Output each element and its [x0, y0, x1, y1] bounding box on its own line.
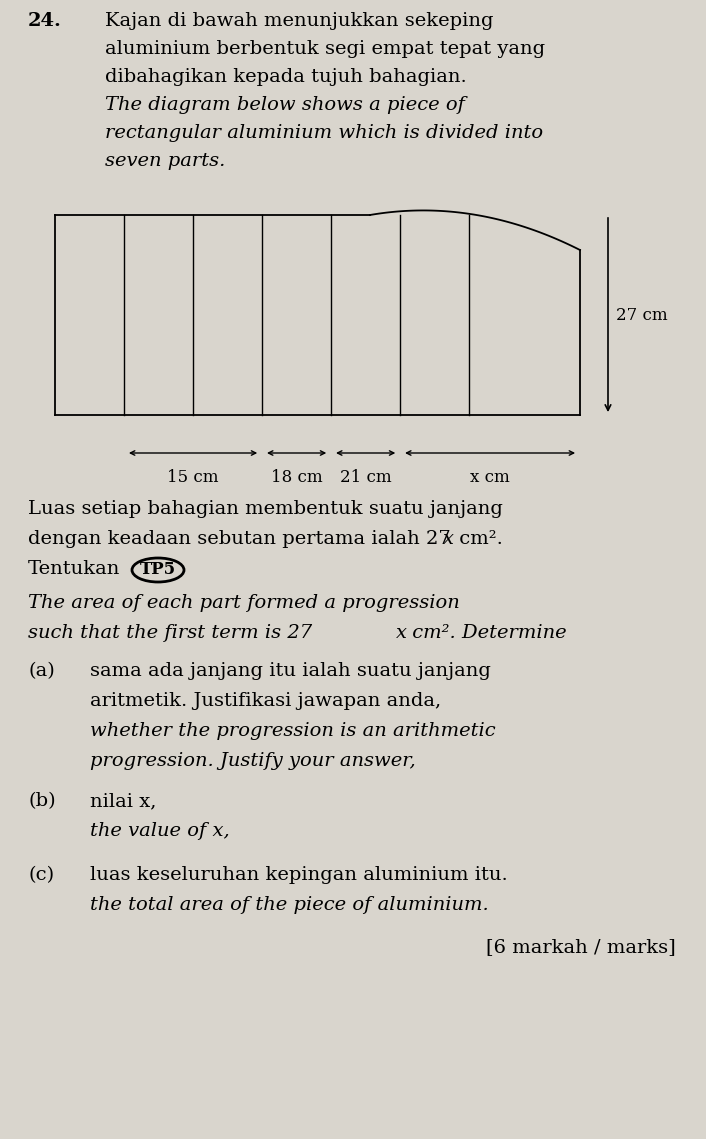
Text: whether the progression is an arithmetic: whether the progression is an arithmetic	[90, 722, 496, 740]
Text: aritmetik. Justifikasi jawapan anda,: aritmetik. Justifikasi jawapan anda,	[90, 693, 441, 710]
Text: Luas setiap bahagian membentuk suatu janjang: Luas setiap bahagian membentuk suatu jan…	[28, 500, 503, 518]
Text: aluminium berbentuk segi empat tepat yang: aluminium berbentuk segi empat tepat yan…	[105, 40, 545, 58]
Text: seven parts.: seven parts.	[105, 151, 225, 170]
Text: (b): (b)	[28, 792, 56, 810]
Text: 15 cm: 15 cm	[167, 469, 219, 486]
Text: 21 cm: 21 cm	[340, 469, 392, 486]
Text: 24.: 24.	[28, 13, 62, 30]
Text: sama ada janjang itu ialah suatu janjang: sama ada janjang itu ialah suatu janjang	[90, 662, 491, 680]
Text: 27 cm: 27 cm	[616, 306, 668, 323]
Text: Tentukan: Tentukan	[28, 560, 121, 577]
Text: the value of x,: the value of x,	[90, 822, 229, 839]
Text: [6 markah / marks]: [6 markah / marks]	[486, 939, 676, 956]
Text: (a): (a)	[28, 662, 55, 680]
Text: x: x	[396, 624, 407, 642]
Text: x: x	[443, 530, 454, 548]
Text: progression. Justify your answer,: progression. Justify your answer,	[90, 752, 416, 770]
Text: dengan keadaan sebutan pertama ialah 27: dengan keadaan sebutan pertama ialah 27	[28, 530, 450, 548]
Text: 18 cm: 18 cm	[271, 469, 323, 486]
Text: cm².: cm².	[453, 530, 503, 548]
Text: such that the first term is 27: such that the first term is 27	[28, 624, 312, 642]
Text: dibahagikan kepada tujuh bahagian.: dibahagikan kepada tujuh bahagian.	[105, 68, 467, 87]
Text: luas keseluruhan kepingan aluminium itu.: luas keseluruhan kepingan aluminium itu.	[90, 866, 508, 884]
Text: Kajan di bawah menunjukkan sekeping: Kajan di bawah menunjukkan sekeping	[105, 13, 493, 30]
Text: The area of each part formed a progression: The area of each part formed a progressi…	[28, 595, 460, 612]
Text: cm². Determine: cm². Determine	[406, 624, 567, 642]
Text: TP5: TP5	[140, 562, 176, 579]
Text: (c): (c)	[28, 866, 54, 884]
Text: rectangular aluminium which is divided into: rectangular aluminium which is divided i…	[105, 124, 543, 142]
Text: x cm: x cm	[470, 469, 510, 486]
Text: nilai x,: nilai x,	[90, 792, 156, 810]
Text: The diagram below shows a piece of: The diagram below shows a piece of	[105, 96, 465, 114]
Text: the total area of the piece of aluminium.: the total area of the piece of aluminium…	[90, 896, 489, 913]
